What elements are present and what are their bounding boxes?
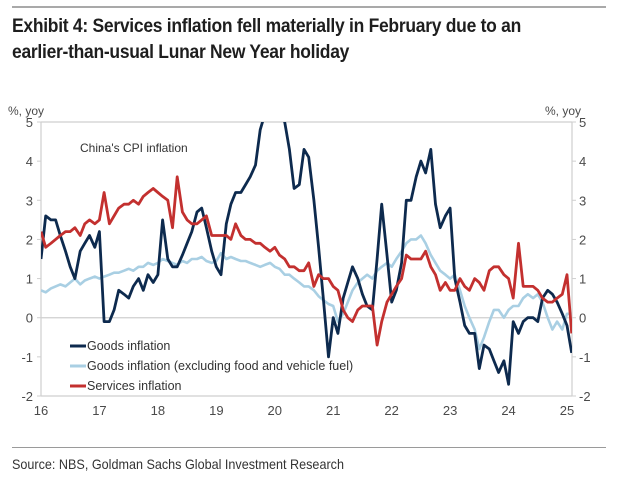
y-tick-label-left: 5	[26, 115, 33, 130]
y-axis-label-right: %, yoy	[545, 104, 581, 118]
y-tick-label-right: 0	[579, 311, 586, 326]
y-axis-label-left: %, yoy	[8, 104, 44, 118]
y-tick-label-left: 4	[26, 154, 33, 169]
chart-title: Exhibit 4: Services inflation fell mater…	[12, 16, 521, 63]
series-lines	[41, 122, 572, 386]
x-tick-label: 20	[268, 403, 282, 418]
x-tick-label: 22	[384, 403, 398, 418]
y-tick-label-left: 0	[26, 311, 33, 326]
y-tick-label-left: -2	[21, 389, 33, 404]
legend-label-goods-ex: Goods inflation (excluding food and vehi…	[87, 359, 353, 373]
x-tick-label: 25	[560, 403, 574, 418]
x-tick-label: 21	[326, 403, 340, 418]
legend: Goods inflation Goods inflation (excludi…	[70, 339, 353, 393]
y-tick-label-right: -2	[579, 389, 591, 404]
y-tick-label-left: 3	[26, 193, 33, 208]
chart-annotation: China's CPI inflation	[80, 141, 188, 155]
x-tick-label: 17	[92, 403, 106, 418]
series-line-goods	[41, 122, 572, 386]
top-rule	[12, 6, 606, 8]
y-tick-label-right: 1	[579, 272, 586, 287]
y-tick-label-right: 4	[579, 154, 586, 169]
x-tick-label: 18	[151, 403, 165, 418]
y-tick-label-right: 5	[579, 115, 586, 130]
y-tick-label-left: 1	[26, 272, 33, 287]
y-tick-label-right: -1	[579, 350, 591, 365]
x-tick-label: 19	[209, 403, 223, 418]
x-tick-label: 16	[34, 403, 48, 418]
source-note: Source: NBS, Goldman Sachs Global Invest…	[12, 456, 344, 472]
series-line-goods_ex	[41, 234, 572, 351]
legend-label-goods: Goods inflation	[87, 339, 170, 353]
series-line-services	[41, 175, 572, 347]
legend-label-services: Services inflation	[87, 379, 182, 393]
y-tick-label-left: 2	[26, 232, 33, 247]
bottom-rule	[12, 447, 606, 448]
y-tick-label-right: 3	[579, 193, 586, 208]
y-tick-label-right: 2	[579, 232, 586, 247]
y-tick-label-left: -1	[21, 350, 33, 365]
x-tick-label: 24	[501, 403, 515, 418]
x-tick-label: 23	[443, 403, 457, 418]
